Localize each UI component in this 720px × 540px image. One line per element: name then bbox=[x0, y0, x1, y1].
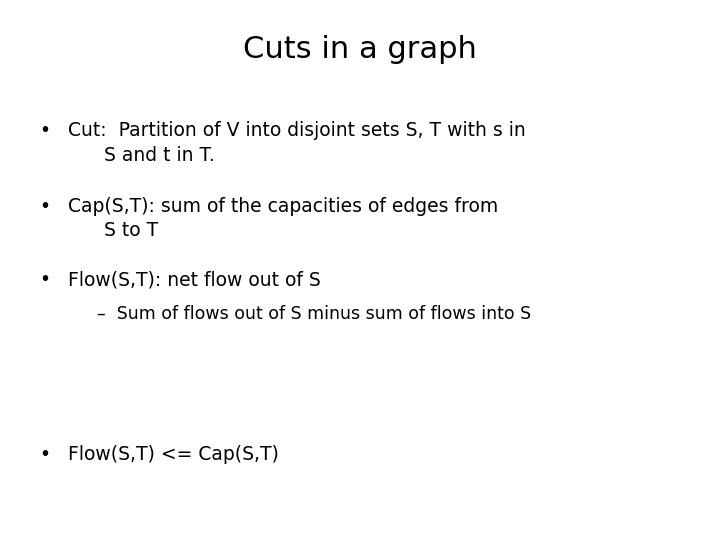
Text: Cuts in a graph: Cuts in a graph bbox=[243, 35, 477, 64]
Text: Cut:  Partition of V into disjoint sets S, T with s in
      S and t in T.: Cut: Partition of V into disjoint sets S… bbox=[68, 122, 526, 165]
Text: •: • bbox=[40, 446, 50, 464]
Text: Flow(S,T) <= Cap(S,T): Flow(S,T) <= Cap(S,T) bbox=[68, 446, 279, 464]
Text: •: • bbox=[40, 197, 50, 216]
Text: –  Sum of flows out of S minus sum of flows into S: – Sum of flows out of S minus sum of flo… bbox=[97, 305, 531, 323]
Text: Flow(S,T): net flow out of S: Flow(S,T): net flow out of S bbox=[68, 270, 321, 289]
Text: Cap(S,T): sum of the capacities of edges from
      S to T: Cap(S,T): sum of the capacities of edges… bbox=[68, 197, 499, 240]
Text: •: • bbox=[40, 122, 50, 140]
Text: •: • bbox=[40, 270, 50, 289]
